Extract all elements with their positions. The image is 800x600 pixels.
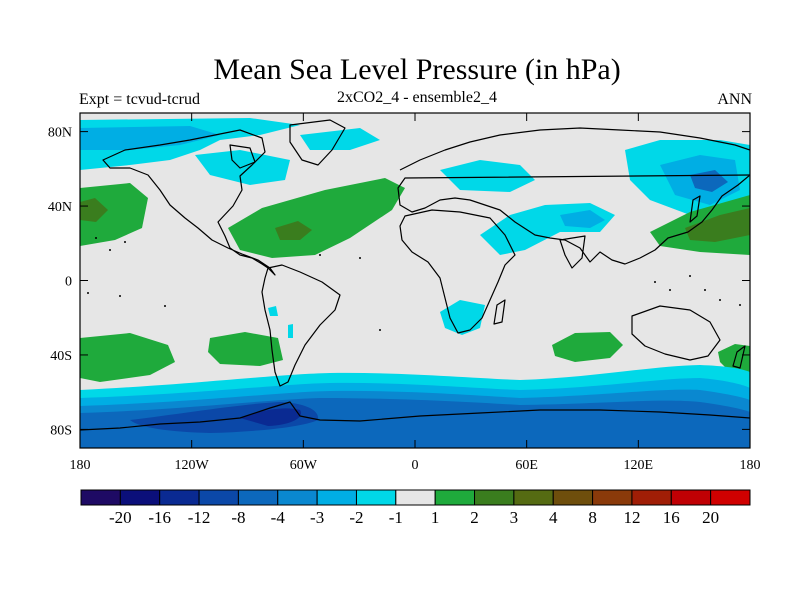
lon-tick-label: 60W (290, 458, 318, 473)
contour-negative-south (80, 365, 750, 448)
ensemble-label: 2xCO2_4 - ensemble2_4 (337, 89, 497, 106)
colorbar-swatch (395, 489, 436, 506)
asia-blue (560, 210, 605, 228)
colorbar-label: 3 (510, 508, 519, 527)
atlantic-dark (275, 221, 312, 240)
season-label: ANN (717, 91, 752, 108)
colorbar-swatch (513, 489, 554, 506)
colorbar-swatch (316, 489, 357, 506)
lon-tick-label: 120W (175, 458, 210, 473)
lat-tick-label: 0 (65, 275, 72, 290)
southern-east-green (718, 344, 750, 374)
map-panel (80, 113, 750, 448)
lat-tick-label: 80N (48, 126, 72, 141)
colorbar-label: 20 (702, 508, 719, 527)
island-dots (87, 237, 741, 331)
experiment-label: Expt = tcvud-tcrud (79, 91, 200, 108)
colorbar-label: 12 (623, 508, 640, 527)
colorbar-label: -12 (188, 508, 211, 527)
hudson-bay (229, 144, 256, 169)
colorbar-label: -4 (271, 508, 286, 527)
colorbar-label: -20 (109, 508, 132, 527)
antarctic-dark2 (240, 408, 301, 426)
lon-tick-label: 180 (70, 458, 91, 473)
scandinavia-cyan (440, 160, 535, 192)
lat-tick-label: 80S (50, 423, 72, 438)
contour-negative-midlat (268, 203, 615, 338)
antarctica-coast (80, 401, 750, 431)
greenland-cyan (300, 128, 380, 150)
colorbar-label: 16 (663, 508, 680, 527)
india (559, 235, 586, 269)
colorbar-swatch (237, 489, 279, 506)
colorbar-swatch (119, 489, 161, 506)
colorbar-swatch (159, 489, 200, 506)
colorbar-swatch (592, 489, 633, 506)
pacific-green-north (80, 183, 148, 246)
indian-green (552, 332, 623, 362)
madagascar (493, 299, 506, 325)
lon-axis: 180 120W 60W 0 60E 120E 180 (70, 113, 761, 473)
south-america-coast (261, 264, 341, 387)
colorbar-label: -3 (310, 508, 324, 527)
new-zealand (732, 345, 746, 369)
contour-positive (80, 178, 750, 382)
colorbar-label: -2 (349, 508, 363, 527)
colorbar: -20 -16 -12 -8 -4 -3 -2 -1 1 2 3 4 8 12 16 20 (80, 489, 751, 527)
south-america-cyan-1 (268, 306, 278, 316)
colorbar-swatch (434, 489, 476, 506)
lon-tick-label: 0 (412, 458, 419, 473)
colorbar-swatch (198, 489, 239, 506)
atlantic-green (228, 178, 405, 258)
colorbar-label: -8 (231, 508, 245, 527)
lon-tick-label: 180 (740, 458, 761, 473)
southatl-green (208, 332, 283, 366)
lon-tick-label: 120E (624, 458, 654, 473)
colorbar-label: -1 (389, 508, 403, 527)
colorbar-label: 8 (588, 508, 597, 527)
eurasia-coast (397, 127, 750, 265)
plot-title: Mean Sea Level Pressure (in hPa) (213, 53, 621, 86)
colorbar-swatch (80, 489, 121, 506)
south-america-cyan-2 (288, 324, 293, 338)
lat-tick-label: 40N (48, 200, 72, 215)
pacific-dark-north (80, 198, 108, 222)
lat-tick-label: 40S (50, 349, 72, 364)
colorbar-swatch (670, 489, 712, 506)
lat-axis: 80N 40N 0 40S 80S (48, 126, 750, 438)
north-america-coast (102, 129, 276, 276)
lon-tick-label: 60E (515, 458, 538, 473)
colorbar-swatch (355, 489, 397, 506)
africa-coast (399, 209, 516, 334)
colorbar-swatch (631, 489, 672, 506)
australia-coast (631, 305, 721, 361)
colorbar-swatch (552, 489, 594, 506)
colorbar-swatch (277, 489, 318, 506)
coastlines (80, 119, 750, 431)
colorbar-swatch (710, 489, 751, 506)
colorbar-swatch (474, 489, 515, 506)
colorbar-label: 2 (470, 508, 479, 527)
colorbar-label: -16 (148, 508, 171, 527)
colorbar-label: 1 (431, 508, 440, 527)
westpac-dark (685, 208, 750, 242)
greenland (289, 119, 346, 166)
japan (689, 195, 701, 223)
arctic-blue-patch (80, 126, 220, 150)
colorbar-label: 4 (549, 508, 558, 527)
southpac-green (80, 333, 175, 382)
